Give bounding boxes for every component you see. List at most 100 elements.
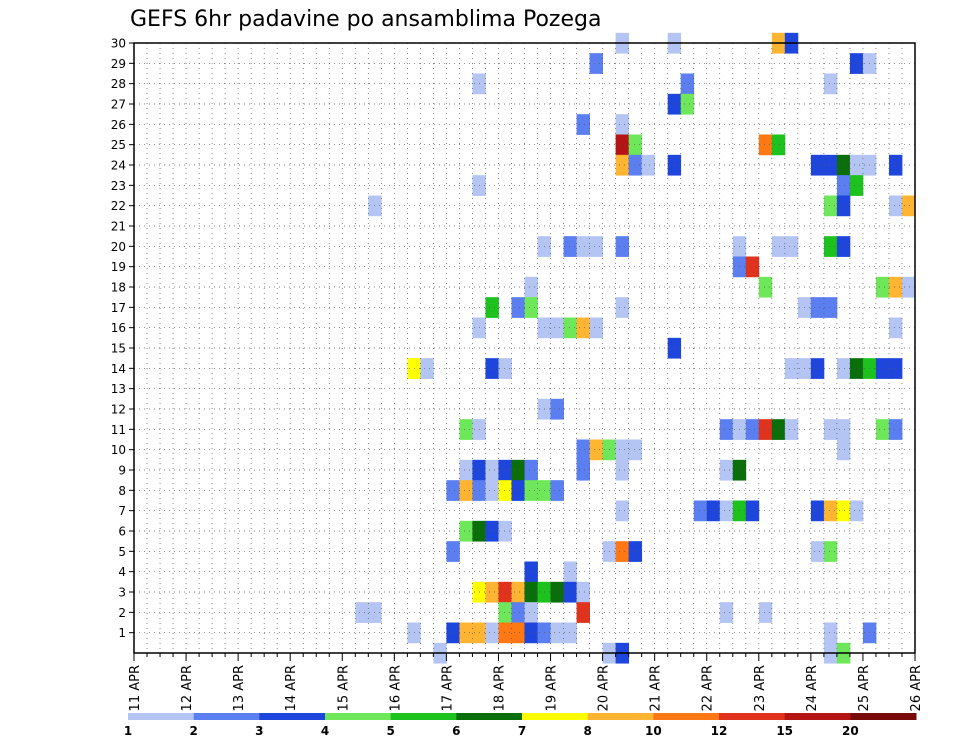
- heatmap-cell: [576, 236, 590, 257]
- legend-swatch: [390, 713, 457, 720]
- legend-label: 15: [776, 724, 793, 738]
- y-tick-label: 12: [111, 403, 126, 417]
- x-tick-label: 20 APR: [597, 665, 612, 711]
- y-tick-label: 11: [111, 423, 126, 437]
- legend-label: 6: [452, 724, 460, 738]
- y-tick-label: 30: [111, 37, 126, 51]
- heatmap-cell: [719, 419, 734, 440]
- heatmap-cell: [498, 459, 512, 481]
- heatmap-cell: [576, 581, 590, 603]
- heatmap-cell: [836, 358, 851, 379]
- heatmap-cell: [628, 541, 643, 562]
- heatmap-cell: [901, 276, 916, 298]
- legend-label: 4: [321, 724, 329, 738]
- heatmap-cell: [524, 561, 538, 583]
- y-tick-label: 16: [111, 321, 126, 335]
- legend-swatch: [719, 713, 786, 720]
- x-tick-label: 22 APR: [701, 665, 716, 711]
- y-tick-label: 1: [118, 626, 126, 640]
- heatmap-cell: [615, 114, 630, 135]
- heatmap-cell: [810, 358, 825, 379]
- heatmap-cell: [589, 53, 603, 74]
- heatmap-cell: [641, 154, 656, 176]
- heatmap-cell: [563, 622, 577, 644]
- heatmap-cell: [524, 581, 538, 603]
- y-tick-label: 13: [111, 382, 126, 396]
- y-tick-label: 14: [111, 362, 126, 376]
- heatmap-cell: [836, 236, 851, 257]
- heatmap-cell: [485, 459, 499, 481]
- heatmap-cell: [485, 581, 499, 603]
- x-tick-label: 11 APR: [128, 665, 143, 711]
- x-tick-label: 21 APR: [649, 665, 664, 711]
- heatmap-cell: [836, 175, 851, 196]
- heatmap-cell: [888, 419, 903, 440]
- legend-swatch: [128, 713, 195, 720]
- heatmap-cell: [628, 439, 643, 461]
- heatmap-cell: [680, 73, 695, 95]
- heatmap-cell: [823, 154, 838, 176]
- heatmap-cell: [589, 439, 603, 461]
- heatmap-cell: [823, 419, 838, 440]
- heatmap-cell: [550, 581, 564, 603]
- legend-label: 1: [124, 724, 132, 738]
- y-tick-label: 23: [111, 179, 126, 193]
- heatmap-cell: [823, 622, 838, 644]
- heatmap-cell: [875, 358, 890, 379]
- legend-label: 20: [842, 724, 859, 738]
- heatmap-cell: [550, 480, 564, 501]
- heatmap-cell: [836, 500, 851, 522]
- heatmap-cell: [576, 114, 590, 135]
- legend-label: 8: [583, 724, 591, 738]
- heatmap-cell: [849, 500, 864, 522]
- heatmap-cell: [576, 439, 590, 461]
- heatmap-cell: [823, 297, 838, 318]
- heatmap-cell: [628, 134, 643, 156]
- heatmap-cell: [446, 541, 460, 562]
- legend-swatch: [259, 713, 326, 720]
- y-tick-label: 24: [111, 159, 126, 173]
- heatmap-cell: [615, 134, 630, 156]
- heatmap-cell: [550, 398, 564, 420]
- heatmap-cell: [563, 581, 577, 603]
- y-tick-label: 3: [118, 586, 126, 600]
- heatmap-cell: [550, 317, 564, 339]
- x-tick-label: 17 APR: [440, 665, 455, 711]
- heatmap-cell: [511, 297, 525, 318]
- x-tick-label: 13 APR: [232, 665, 247, 711]
- heatmap-cell: [511, 602, 525, 623]
- heatmap-cell: [485, 480, 499, 501]
- heatmap-cell: [550, 622, 564, 644]
- y-tick-label: 19: [111, 260, 126, 274]
- heatmap-cell: [771, 236, 786, 257]
- heatmap-cell: [368, 195, 382, 217]
- heatmap-cell: [836, 154, 851, 176]
- gridlines: [134, 42, 915, 653]
- heatmap-cell: [849, 175, 864, 196]
- chart-title: GEFS 6hr padavine po ansamblima Pozega: [130, 7, 601, 32]
- x-tick-label: 23 APR: [753, 665, 768, 711]
- legend-label: 2: [189, 724, 197, 738]
- heatmap-cell: [615, 297, 630, 318]
- heatmap-cell: [849, 358, 864, 379]
- heatmap-cell: [589, 317, 603, 339]
- heatmap-cells: [355, 32, 916, 664]
- heatmap-cell: [615, 500, 630, 522]
- heatmap-cell: [875, 276, 890, 298]
- y-tick-label: 25: [111, 138, 126, 152]
- y-tick-label: 2: [118, 606, 126, 620]
- x-tick-label: 19 APR: [545, 665, 560, 711]
- y-tick-label: 6: [118, 525, 126, 539]
- y-tick-label: 26: [111, 118, 126, 132]
- heatmap-cell: [498, 358, 512, 379]
- heatmap-cell: [498, 622, 512, 644]
- heatmap-cell: [784, 236, 799, 257]
- legend-swatch: [325, 713, 392, 720]
- y-tick-label: 17: [111, 301, 126, 315]
- heatmap-cell: [511, 480, 525, 501]
- y-tick-label: 21: [111, 220, 126, 234]
- heatmap-cell: [719, 459, 734, 481]
- heatmap-cell: [459, 419, 473, 440]
- y-tick-label: 22: [111, 199, 126, 213]
